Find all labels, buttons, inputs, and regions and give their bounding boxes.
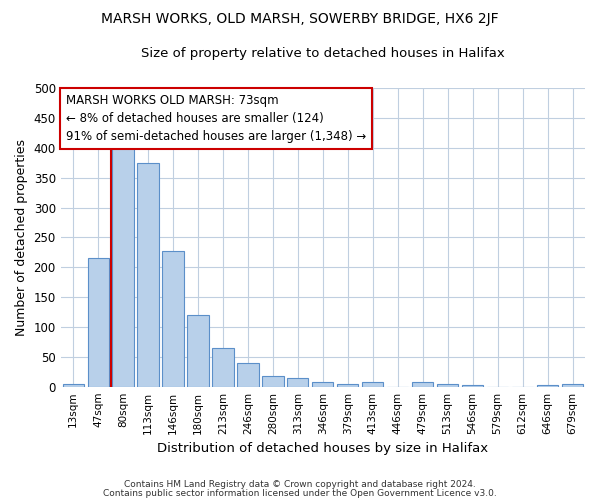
Bar bbox=[412, 382, 433, 386]
Bar bbox=[362, 382, 383, 386]
Bar bbox=[88, 258, 109, 386]
Bar bbox=[437, 384, 458, 386]
Bar bbox=[163, 250, 184, 386]
Title: Size of property relative to detached houses in Halifax: Size of property relative to detached ho… bbox=[141, 48, 505, 60]
Text: Contains public sector information licensed under the Open Government Licence v3: Contains public sector information licen… bbox=[103, 488, 497, 498]
Bar bbox=[212, 348, 233, 387]
Bar bbox=[262, 376, 284, 386]
Y-axis label: Number of detached properties: Number of detached properties bbox=[15, 139, 28, 336]
Bar bbox=[312, 382, 334, 386]
Bar bbox=[62, 384, 84, 386]
Text: Contains HM Land Registry data © Crown copyright and database right 2024.: Contains HM Land Registry data © Crown c… bbox=[124, 480, 476, 489]
Bar bbox=[137, 162, 158, 386]
Bar bbox=[562, 384, 583, 386]
Bar bbox=[112, 145, 134, 386]
Bar bbox=[337, 384, 358, 386]
Bar bbox=[187, 315, 209, 386]
Text: MARSH WORKS, OLD MARSH, SOWERBY BRIDGE, HX6 2JF: MARSH WORKS, OLD MARSH, SOWERBY BRIDGE, … bbox=[101, 12, 499, 26]
Text: MARSH WORKS OLD MARSH: 73sqm
← 8% of detached houses are smaller (124)
91% of se: MARSH WORKS OLD MARSH: 73sqm ← 8% of det… bbox=[66, 94, 366, 143]
Bar bbox=[287, 378, 308, 386]
Bar bbox=[238, 363, 259, 386]
X-axis label: Distribution of detached houses by size in Halifax: Distribution of detached houses by size … bbox=[157, 442, 488, 455]
